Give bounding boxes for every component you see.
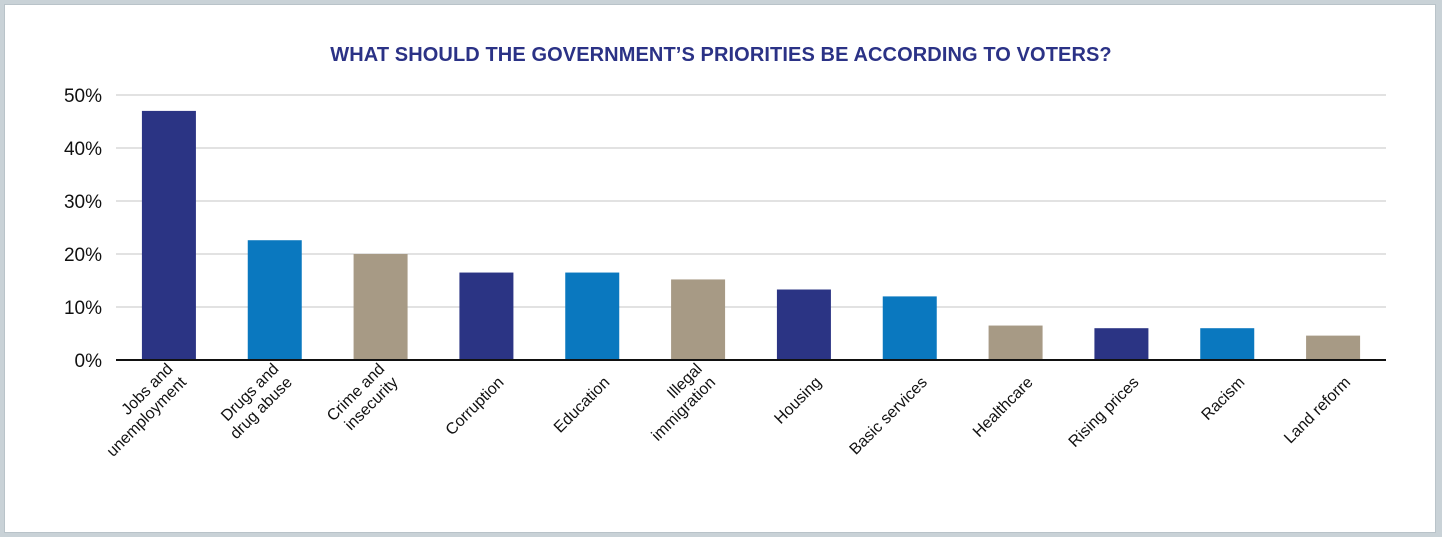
bar [1200, 328, 1255, 360]
bar [988, 325, 1043, 360]
x-tick-label: Healthcare [970, 374, 1037, 441]
bar [247, 240, 302, 360]
y-tick-label: 10% [64, 298, 102, 319]
x-tick-label: Basic services [846, 374, 930, 458]
x-tick-label: Illegalimmigration [635, 361, 719, 445]
x-tick-label: Racism [1199, 374, 1249, 424]
bar [141, 110, 196, 361]
y-tick-label: 20% [64, 245, 102, 266]
x-tick-label: Crime andinsecurity [324, 361, 402, 439]
bar [353, 254, 408, 360]
y-tick-label: 0% [75, 351, 103, 372]
bar [882, 296, 937, 360]
chart-frame [5, 5, 1435, 532]
x-tick-label: Corruption [443, 374, 508, 439]
x-tick-label: Education [551, 374, 613, 436]
bar [565, 272, 620, 360]
bar [776, 289, 831, 360]
x-tick-label: Jobs andunemployment [90, 360, 190, 460]
x-tick-label: Housing [771, 374, 825, 428]
bar [671, 279, 726, 360]
chart-title: WHAT SHOULD THE GOVERNMENT’S PRIORITIES … [330, 44, 1112, 66]
x-tick-label: Rising prices [1066, 374, 1143, 451]
bar [459, 272, 514, 360]
y-tick-label: 30% [64, 192, 102, 213]
bar [1094, 328, 1149, 360]
y-tick-label: 50% [64, 86, 102, 107]
x-tick-label: Drugs anddrug abuse [214, 361, 296, 443]
y-tick-label: 40% [64, 139, 102, 160]
bar [1306, 335, 1361, 360]
x-tick-label: Land reform [1281, 374, 1354, 447]
